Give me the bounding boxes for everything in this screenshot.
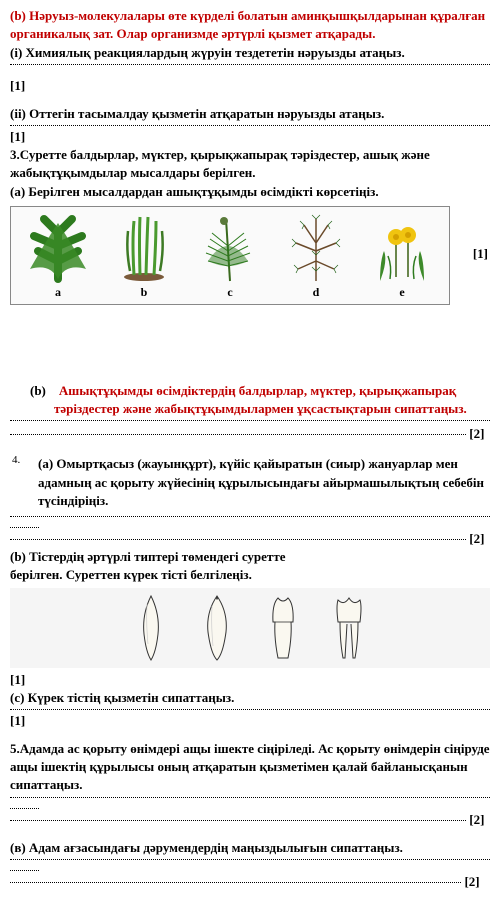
q4c: (с) Күрек тістің қызметін сипаттаңыз. — [10, 690, 490, 706]
q5-line1: 5.Адамда ас қорыту өнімдері ащы ішекте с… — [10, 741, 490, 757]
plant-a: a — [26, 211, 90, 300]
marks-1d: [1] — [10, 672, 490, 688]
q3-line1: 3.Суретте балдырлар, мүктер, қырықжапыра… — [10, 147, 490, 163]
tooth-1 — [132, 594, 170, 662]
q-b-intro-2: органикалық зат. Олар организмде әртүрлі… — [10, 26, 490, 42]
marks-1: [1] — [10, 78, 490, 94]
answer-line[interactable] — [10, 870, 39, 871]
answer-line[interactable] — [10, 859, 490, 860]
q5-line3: сипаттаңыз. — [10, 777, 490, 793]
q3b-lead: (b) — [30, 383, 46, 398]
tooth-4 — [330, 594, 368, 662]
q4b-line2: берілген. Суреттен күрек тісті белгілеңі… — [10, 567, 490, 583]
marks-1e: [1] — [10, 713, 490, 729]
q4b-line1: (b) Тістердің әртүрлі типтері төмендегі … — [10, 549, 490, 565]
teeth-figure — [10, 588, 490, 668]
answer-line[interactable] — [10, 820, 466, 821]
marks-1c: [1] — [473, 246, 488, 262]
q4-num: 4. — [12, 454, 36, 511]
answer-line[interactable] — [10, 434, 466, 435]
answer-line[interactable] — [10, 797, 490, 798]
answer-line[interactable] — [10, 527, 39, 528]
plant-label-d: d — [313, 285, 320, 300]
answer-line[interactable] — [10, 539, 466, 540]
marks-2d: [2] — [464, 874, 479, 889]
q5v: (в) Адам ағзасындағы дәрумендердің маңыз… — [10, 840, 490, 856]
plant-label-b: b — [141, 285, 148, 300]
q-b-i: (і) Химиялық реакциялардың жүруін тездет… — [10, 45, 490, 61]
answer-line[interactable] — [10, 709, 490, 710]
q4-line1: (а) Омыртқасыз (жауынқұрт), күйіс қайыра… — [38, 456, 488, 472]
q3b-line2: тәріздестер және жабықтұқымдылармен ұқса… — [10, 401, 490, 417]
tooth-3 — [264, 594, 302, 662]
plant-b: b — [112, 211, 176, 300]
answer-line[interactable] — [10, 882, 461, 883]
plant-e: e — [370, 211, 434, 300]
answer-line[interactable] — [10, 125, 490, 126]
marks-1b: [1] — [10, 129, 490, 145]
q-b-ii: (іі) Оттегін тасымалдау қызметін атқарат… — [10, 106, 490, 122]
plant-label-e: e — [399, 285, 404, 300]
answer-line[interactable] — [10, 808, 39, 809]
q3-line2: жабықтұқымдылар мысалдары берілген. — [10, 165, 490, 181]
answer-line[interactable] — [10, 420, 490, 421]
answer-line[interactable] — [10, 516, 490, 517]
plant-label-c: c — [227, 285, 232, 300]
marks-2b: [2] — [469, 531, 484, 546]
q4-line2: адамның ас қорыту жүйесінің құрылысындағ… — [38, 475, 488, 491]
answer-line[interactable] — [10, 64, 490, 65]
plant-d: d — [284, 211, 348, 300]
q3b: (b) Ашықтұқымды өсімдіктердің балдырлар,… — [10, 383, 490, 399]
q5-line2: ащы ішектің құрылысы оның атқаратын қызм… — [10, 759, 490, 775]
q-b-intro-1: (b) Нәруыз-молекулалары өте күрделі бола… — [10, 8, 490, 24]
plant-label-a: a — [55, 285, 61, 300]
q3-a: (а) Берілген мысалдардан ашықтұқымды өсі… — [10, 184, 490, 200]
q4-line3: түсіндіріңіз. — [38, 493, 488, 509]
marks-2a: [2] — [469, 426, 484, 441]
plant-figure: a b c — [10, 206, 450, 305]
marks-2c: [2] — [469, 812, 484, 827]
plant-c: c — [198, 211, 262, 300]
q3b-line1: Ашықтұқымды өсімдіктердің балдырлар, мүк… — [59, 383, 456, 398]
tooth-2 — [198, 594, 236, 662]
